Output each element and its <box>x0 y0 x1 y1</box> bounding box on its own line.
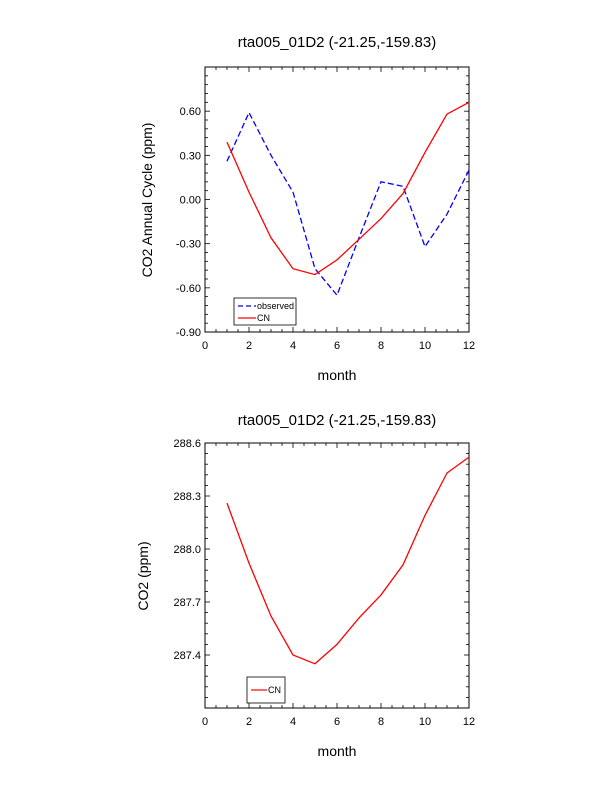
x-tick-label: 12 <box>463 716 475 728</box>
x-tick-label: 10 <box>419 716 431 728</box>
chart-1-y-ticks: -0.90 -0.60 -0.30 0.00 0.30 0.60 <box>176 66 469 339</box>
series-line-cn <box>226 101 470 276</box>
x-tick-label: 0 <box>202 716 208 728</box>
y-tick-label: 287.7 <box>173 597 201 609</box>
y-tick-label: 0.00 <box>180 195 201 207</box>
chart-1-x-axis-label: month <box>318 367 357 383</box>
chart-1: rta005_01D2 (-21.25,-159.83) 0 2 4 6 8 10 12 -… <box>139 34 475 383</box>
x-tick-label: 6 <box>334 716 340 728</box>
y-tick-label: 288.0 <box>173 544 201 556</box>
chart-2-legend: CN <box>246 676 286 704</box>
chart-1-plot-frame <box>204 66 470 333</box>
y-tick-label: 0.60 <box>180 106 201 118</box>
x-tick-label: 4 <box>290 340 296 352</box>
chart-2-title: rta005_01D2 (-21.25,-159.83) <box>238 412 436 429</box>
x-tick-label: 4 <box>290 716 296 728</box>
y-tick-label: 0.30 <box>180 150 201 162</box>
chart-1-y-axis-label: CO2 Annual Cycle (ppm) <box>139 123 155 278</box>
chart-1-legend-observed-label: observed <box>257 301 294 311</box>
series-line-cn <box>226 456 470 665</box>
chart-1-title: rta005_01D2 (-21.25,-159.83) <box>238 34 436 51</box>
chart-1-series <box>226 101 470 297</box>
chart-2-x-ticks: 0 2 4 6 8 10 12 <box>202 443 475 728</box>
chart-2-plot-frame <box>204 442 470 709</box>
x-tick-label: 6 <box>334 340 340 352</box>
x-tick-label: 0 <box>202 340 208 352</box>
chart-2-x-axis-label: month <box>318 743 357 759</box>
x-tick-label: 2 <box>246 716 252 728</box>
x-tick-label: 10 <box>419 340 431 352</box>
y-tick-label: 288.6 <box>173 438 201 450</box>
y-tick-label: 288.3 <box>173 491 201 503</box>
chart-1-legend-cn-label: CN <box>257 313 270 323</box>
chart-1-legend: observed CN <box>233 297 297 326</box>
chart-2-legend-cn-label: CN <box>268 685 281 695</box>
chart-1-legend-box <box>233 297 297 326</box>
y-tick-label: -0.90 <box>176 327 201 339</box>
chart-2-y-axis-label: CO2 (ppm) <box>135 541 151 610</box>
y-tick-label: -0.60 <box>176 283 201 295</box>
chart-2-y-ticks: 287.4 287.7 288.0 288.3 288.6 <box>173 438 469 709</box>
x-tick-label: 12 <box>463 340 475 352</box>
x-tick-label: 8 <box>378 340 384 352</box>
chart-1-x-ticks: 0 2 4 6 8 10 12 <box>202 67 475 352</box>
series-line-observed <box>226 111 470 297</box>
y-tick-label: -0.30 <box>176 239 201 251</box>
chart-2-series <box>226 456 470 665</box>
x-tick-label: 8 <box>378 716 384 728</box>
chart-2: rta005_01D2 (-21.25,-159.83) 0 2 4 6 8 10 12 2… <box>135 412 475 759</box>
x-tick-label: 2 <box>246 340 252 352</box>
y-tick-label: 287.4 <box>173 650 201 662</box>
